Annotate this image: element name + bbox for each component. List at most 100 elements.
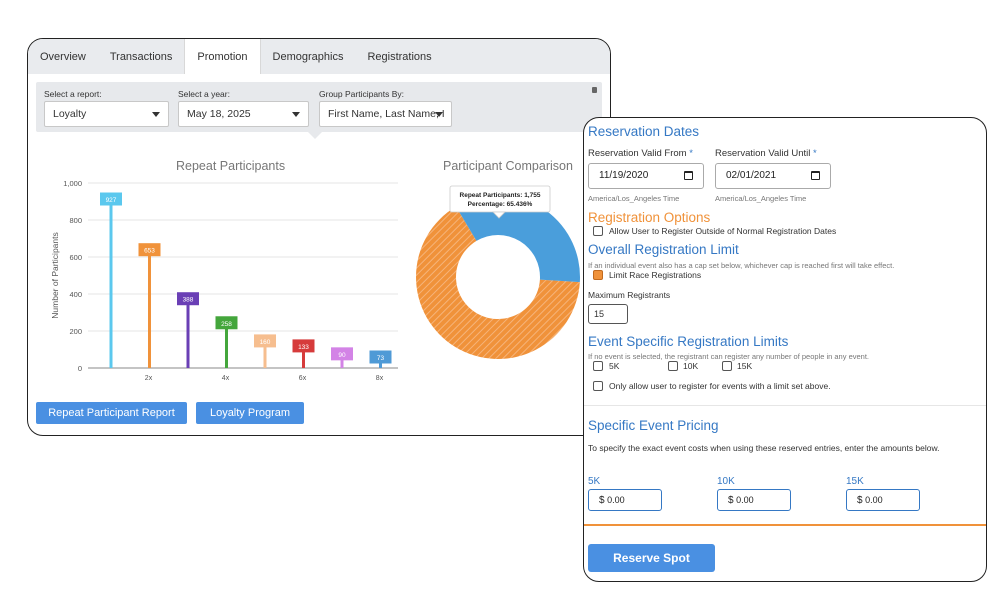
year-select-label: Select a year: xyxy=(178,89,230,99)
event-5k-checkbox[interactable] xyxy=(593,361,603,371)
calendar-icon[interactable] xyxy=(684,171,693,180)
tooltip-line-1: Repeat Participants: 1,755 xyxy=(460,192,541,199)
only-allow-limited-checkbox[interactable] xyxy=(593,381,603,391)
chevron-down-icon xyxy=(152,112,160,117)
valid-from-label: Reservation Valid From * xyxy=(588,148,693,159)
calendar-icon[interactable] xyxy=(811,171,820,180)
bar-value-badge xyxy=(138,243,161,257)
event-limits-hint: If no event is selected, the registrant … xyxy=(588,352,869,361)
tab-promotion[interactable]: Promotion xyxy=(184,39,261,74)
event-limits-heading: Event Specific Registration Limits xyxy=(588,334,789,349)
year-select-value: May 18, 2025 xyxy=(187,108,251,120)
bar-value-badge xyxy=(100,192,122,206)
bar-value-badge xyxy=(177,292,199,306)
y-tick-label: 0 xyxy=(78,364,82,373)
loyalty-program-button[interactable]: Loyalty Program xyxy=(196,402,304,424)
limit-race-registrations-label: Limit Race Registrations xyxy=(609,270,702,280)
allow-outside-dates-checkbox[interactable] xyxy=(593,226,603,236)
overall-limit-heading: Overall Registration Limit xyxy=(588,242,739,257)
y-tick-label: 1,000 xyxy=(63,179,82,188)
valid-from-label-text: Reservation Valid From xyxy=(588,148,687,159)
repeat-participants-chart: 0 200 400 600 800 1,000 Number of Participants… xyxy=(50,179,398,382)
bar-value-label: 653 xyxy=(144,248,155,255)
group-select-value: First Name, Last Name, I xyxy=(328,108,445,120)
bar-value-badge xyxy=(254,334,276,348)
report-select-value: Loyalty xyxy=(53,108,87,120)
event-10k-checkbox[interactable] xyxy=(668,361,678,371)
report-select[interactable]: Loyalty xyxy=(44,101,169,127)
y-tick-label: 600 xyxy=(69,253,82,262)
event-10k-label: 10K xyxy=(683,361,699,371)
year-select[interactable]: May 18, 2025 xyxy=(178,101,309,127)
y-tick-label: 800 xyxy=(69,216,82,225)
tooltip-line-2: Percentage: 65.436% xyxy=(468,201,533,208)
tab-registrations[interactable]: Registrations xyxy=(367,51,432,63)
bar-value-label: 927 xyxy=(106,197,117,204)
tab-overview[interactable]: Overview xyxy=(40,51,86,63)
reservation-dates-heading: Reservation Dates xyxy=(588,124,700,139)
price-5k-input[interactable]: $ 0.00 xyxy=(588,489,662,511)
y-axis-label: Number of Participants xyxy=(50,232,60,318)
bar-value-badge xyxy=(331,347,353,361)
event-5k-label: 5K xyxy=(609,361,620,371)
reservation-form-window: Reservation Dates Reservation Valid From… xyxy=(583,117,987,582)
bar xyxy=(109,196,113,368)
valid-from-value: 11/19/2020 xyxy=(599,170,649,181)
report-select-label: Select a report: xyxy=(44,89,102,99)
registration-options-heading: Registration Options xyxy=(588,210,711,225)
bar-value-label: 90 xyxy=(338,352,346,359)
bar-value-label: 258 xyxy=(221,321,232,328)
section-divider xyxy=(584,405,986,406)
valid-from-input[interactable]: 11/19/2020 xyxy=(588,163,704,189)
donut-slice xyxy=(455,195,580,283)
bar-value-label: 388 xyxy=(183,297,194,304)
bar xyxy=(263,338,267,368)
valid-from-timezone: America/Los_Angeles Time xyxy=(588,194,680,203)
bar-value-label: 73 xyxy=(377,355,385,362)
filter-panel: Select a report: Loyalty Select a year: … xyxy=(36,82,602,132)
chevron-down-icon xyxy=(292,112,300,117)
price-5k-value: 0.00 xyxy=(607,495,625,505)
chevron-down-icon xyxy=(435,112,443,117)
donut-slice xyxy=(416,206,580,359)
tab-transactions[interactable]: Transactions xyxy=(109,51,173,63)
bar xyxy=(148,247,151,368)
participant-comparison-chart: Repeat Participants: 1,755 Percentage: 65… xyxy=(416,185,580,359)
required-marker: * xyxy=(689,148,693,159)
price-10k-label: 10K xyxy=(717,476,735,487)
overall-limit-hint: If an individual event also has a cap se… xyxy=(588,261,895,270)
required-marker: * xyxy=(813,148,817,159)
bar-value-badge xyxy=(292,339,315,353)
group-select[interactable]: First Name, Last Name, I xyxy=(319,101,452,127)
x-tick-label: 6x xyxy=(299,375,307,382)
group-select-label: Group Participants By: xyxy=(319,89,405,99)
loyalty-dashboard-window: Overview Transactions Promotion Demograp… xyxy=(27,38,611,436)
dollar-sign: $ xyxy=(599,495,605,506)
donut-chart-title: Participant Comparison xyxy=(443,159,573,173)
price-15k-label: 15K xyxy=(846,476,864,487)
valid-until-input[interactable]: 02/01/2021 xyxy=(715,163,831,189)
bar xyxy=(302,343,305,368)
price-10k-value: 0.00 xyxy=(736,495,754,505)
event-15k-label: 15K xyxy=(737,361,753,371)
tab-demographics[interactable]: Demographics xyxy=(272,51,344,63)
maximum-registrants-input[interactable]: 15 xyxy=(588,304,628,324)
price-15k-input[interactable]: $ 0.00 xyxy=(846,489,920,511)
orange-divider xyxy=(584,524,986,526)
x-tick-label: 4x xyxy=(222,375,230,382)
valid-until-value: 02/01/2021 xyxy=(726,170,777,181)
pricing-description: To specify the exact event costs when us… xyxy=(588,443,940,453)
lock-icon xyxy=(592,87,597,93)
bar-chart-title: Repeat Participants xyxy=(176,159,286,173)
valid-until-label: Reservation Valid Until * xyxy=(715,148,817,159)
valid-until-timezone: America/Los_Angeles Time xyxy=(715,194,807,203)
allow-outside-dates-label: Allow User to Register Outside of Normal… xyxy=(609,226,837,236)
maximum-registrants-label: Maximum Registrants xyxy=(588,290,671,300)
repeat-participant-report-button[interactable]: Repeat Participant Report xyxy=(36,402,187,424)
event-15k-checkbox[interactable] xyxy=(722,361,732,371)
price-10k-input[interactable]: $ 0.00 xyxy=(717,489,791,511)
bar-value-label: 160 xyxy=(260,339,271,346)
price-5k-label: 5K xyxy=(588,476,601,487)
reserve-spot-button[interactable]: Reserve Spot xyxy=(588,544,715,572)
limit-race-registrations-checkbox[interactable] xyxy=(593,270,603,280)
